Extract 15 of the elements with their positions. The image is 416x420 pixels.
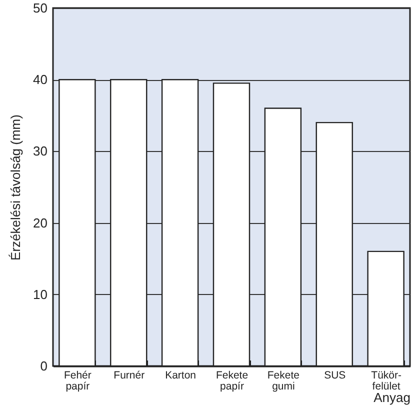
- x-tick-label: Tükör-felület: [371, 370, 402, 392]
- y-tick-label: 10: [33, 286, 48, 302]
- x-tick-label: Fehér papír: [64, 370, 92, 392]
- y-tick-label: 50: [33, 0, 48, 16]
- x-tick-label: Fekete papír: [216, 370, 248, 392]
- x-tick-label: Fekete gumi: [267, 370, 300, 392]
- y-axis-title: Érzékelési távolság (mm): [8, 114, 24, 260]
- y-tick-label: 0: [40, 358, 48, 374]
- x-tick-label: SUS: [324, 370, 346, 382]
- y-tick-label: 30: [33, 144, 48, 159]
- y-tick-label: 40: [33, 72, 48, 88]
- x-tick-label: Furnér: [114, 370, 146, 382]
- y-tick-label: 20: [33, 215, 48, 230]
- x-axis-title: Anyag: [374, 390, 410, 405]
- x-tick-label: Karton: [165, 370, 196, 382]
